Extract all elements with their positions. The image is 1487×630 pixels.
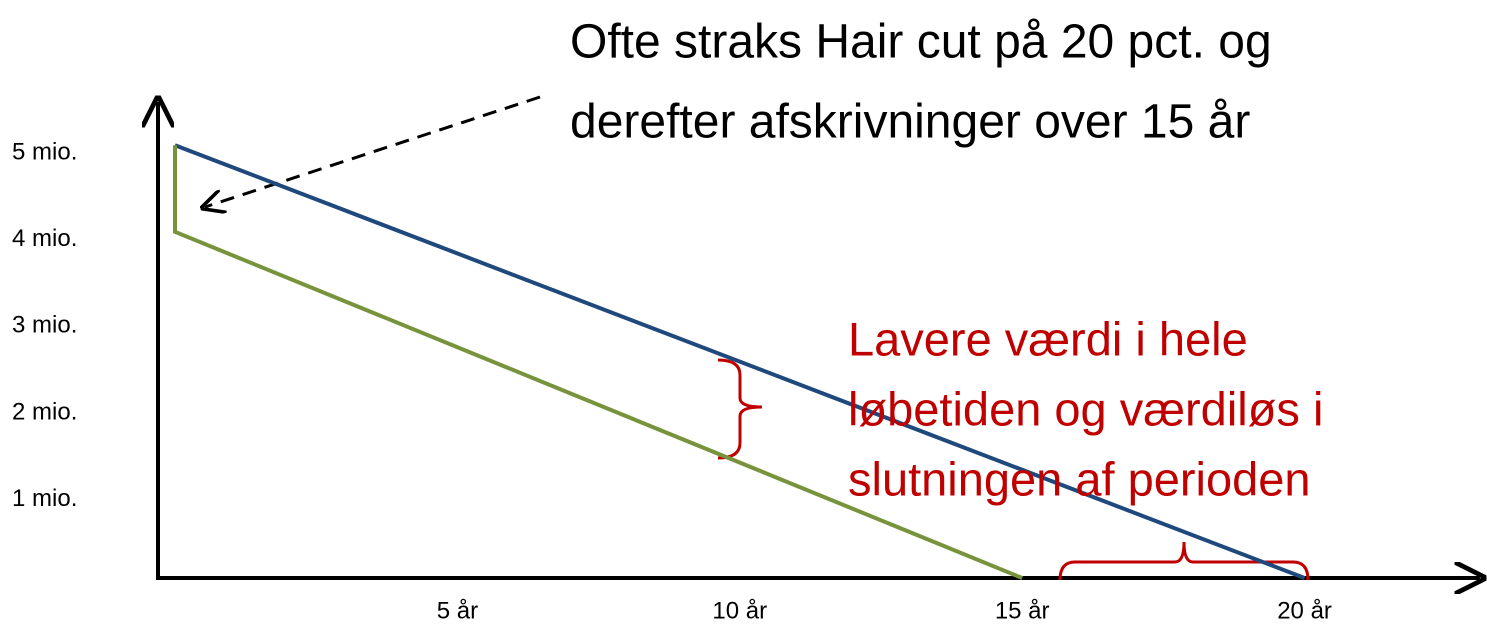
gap-brace [717,358,763,460]
x-tick-label: 15 år [995,597,1050,624]
end-brace [1058,541,1310,581]
x-tick-label: 10 år [712,597,767,624]
annotation: Ofte straks Hair cut på 20 pct. og [570,16,1272,69]
annotation: Lavere værdi i hele [848,312,1248,365]
pointer-arrow [205,95,541,207]
x-tick-label: 5 år [437,597,478,624]
y-tick-label: 1 mio. [12,485,77,512]
series-line [174,143,1306,580]
y-tick-label: 2 mio. [12,398,77,425]
annotation: løbetiden og værdiløs i [848,382,1323,435]
y-tick-label: 5 mio. [12,139,77,166]
x-tick-label: 20 år [1277,597,1332,624]
y-tick-label: 3 mio. [12,312,77,339]
y-tick-label: 4 mio. [12,225,77,252]
annotation: derefter afskrivninger over 15 år [570,96,1250,149]
series-line [173,145,1023,580]
annotation: slutningen af perioden [848,452,1311,505]
